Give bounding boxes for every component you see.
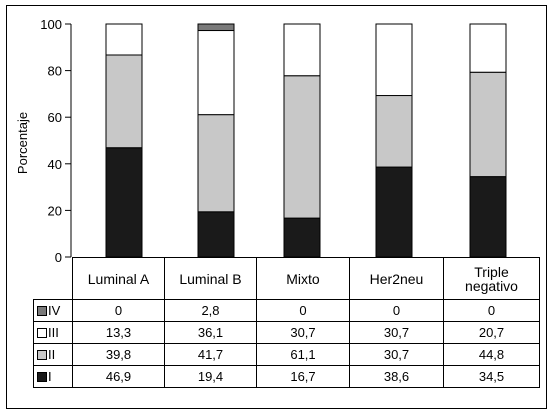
table-cell: 41,7 — [164, 343, 257, 366]
legend-swatch — [37, 328, 47, 338]
bar-segment-II — [375, 95, 413, 168]
bar-segment-III — [375, 23, 413, 97]
bar-segment-II — [469, 71, 507, 178]
legend-swatch — [37, 306, 47, 316]
bar-segment-III — [105, 23, 143, 56]
bar-segment-II — [283, 75, 321, 219]
bar-segment-I — [375, 166, 413, 258]
table-row: III 13,3 36,1 30,7 30,7 20,7 — [33, 321, 540, 344]
table-cell: 13,3 — [72, 321, 165, 344]
legend-label: IV — [48, 303, 61, 318]
category-label: Triple negativo — [443, 257, 540, 300]
table-corner — [33, 257, 73, 300]
y-tick-label: 100 — [40, 17, 62, 32]
table-cell: 0 — [256, 299, 350, 322]
table-cell: 0 — [72, 299, 165, 322]
table-cell: 2,8 — [164, 299, 257, 322]
table-row: IV 0 2,8 0 0 0 — [33, 299, 540, 322]
bar-segment-III — [283, 23, 321, 77]
bar-segment-II — [197, 114, 235, 213]
legend-key: III — [33, 321, 73, 344]
bar-segment-I — [197, 211, 235, 258]
y-axis-label: Porcentaje — [15, 112, 30, 174]
table-row: II 39,8 41,7 61,1 30,7 44,8 — [33, 343, 540, 366]
bar-segment-III — [469, 23, 507, 73]
category-label: Luminal A — [72, 257, 165, 300]
legend-key: II — [33, 343, 73, 366]
table-cell: 34,5 — [443, 365, 540, 388]
table-cell: 36,1 — [164, 321, 257, 344]
y-tick-label: 20 — [48, 203, 62, 218]
y-tick-label: 60 — [48, 110, 62, 125]
legend-key: I — [33, 365, 73, 388]
legend-label: II — [48, 347, 56, 362]
category-label: Her2neu — [349, 257, 444, 300]
table-cell: 30,7 — [349, 343, 444, 366]
table-cell: 30,7 — [349, 321, 444, 344]
table-cell: 61,1 — [256, 343, 350, 366]
bar-segment-II — [105, 54, 143, 149]
table-cell: 39,8 — [72, 343, 165, 366]
legend-label: III — [48, 325, 59, 340]
table-header-row: Luminal A Luminal B Mixto Her2neu Triple nega… — [33, 257, 540, 300]
legend-label: I — [48, 369, 52, 384]
data-table: Luminal A Luminal B Mixto Her2neu Triple nega… — [33, 257, 540, 388]
table-cell: 0 — [349, 299, 444, 322]
bar-segment-I — [283, 217, 321, 258]
legend-swatch — [37, 350, 47, 360]
table-cell: 20,7 — [443, 321, 540, 344]
bar-segment-I — [469, 176, 507, 258]
legend-swatch — [37, 372, 47, 382]
category-label: Luminal B — [164, 257, 257, 300]
y-tick-label: 40 — [48, 157, 62, 172]
bar-segment-IV — [197, 23, 235, 32]
table-cell: 44,8 — [443, 343, 540, 366]
table-cell: 16,7 — [256, 365, 350, 388]
table-cell: 19,4 — [164, 365, 257, 388]
legend-key: IV — [33, 299, 73, 322]
table-cell: 0 — [443, 299, 540, 322]
table-cell: 30,7 — [256, 321, 350, 344]
bar-segment-I — [105, 147, 143, 258]
category-label: Mixto — [256, 257, 350, 300]
table-row: I 46,9 19,4 16,7 38,6 34,5 — [33, 365, 540, 388]
bars-layer — [105, 23, 507, 258]
table-cell: 38,6 — [349, 365, 444, 388]
y-tick-label: 80 — [48, 64, 62, 79]
table-cell: 46,9 — [72, 365, 165, 388]
figure-frame — [6, 5, 547, 409]
bar-segment-III — [197, 30, 235, 116]
